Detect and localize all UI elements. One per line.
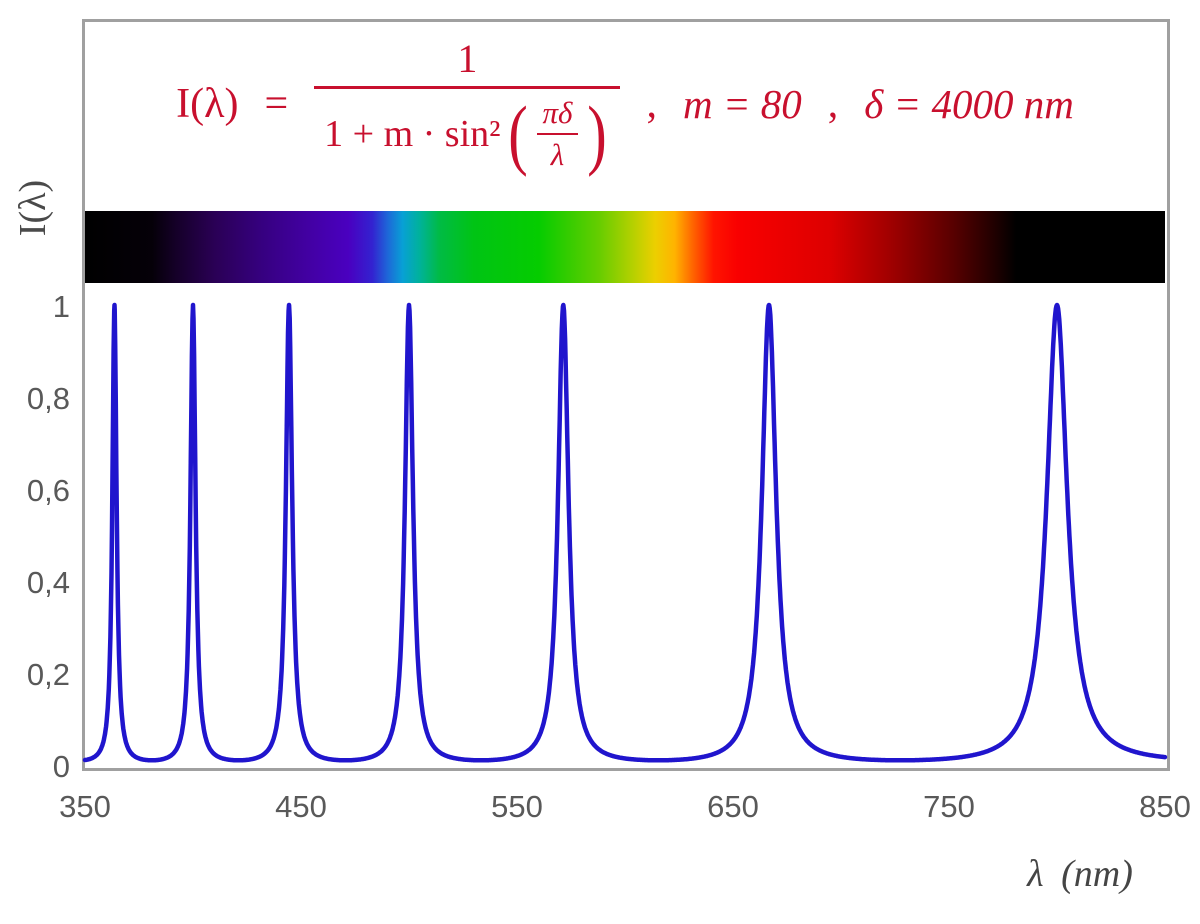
- m-parameter: m = 80: [682, 81, 802, 127]
- inner-numerator: πδ: [536, 95, 579, 135]
- formula-title: I(λ) = 1 1 + m · sin² ( πδ λ ) , m = 80 …: [95, 28, 1155, 180]
- right-paren: ): [587, 89, 608, 177]
- comma-separator: ,: [827, 81, 839, 127]
- x-tick: 650: [707, 789, 759, 824]
- x-tick: 850: [1139, 789, 1191, 824]
- fraction-numerator: 1: [457, 36, 478, 81]
- fraction-denominator: 1 + m · sin² ( πδ λ ): [314, 89, 620, 173]
- x-tick: 350: [59, 789, 111, 824]
- inner-denominator: λ: [550, 137, 565, 172]
- y-axis-label: I(λ): [12, 179, 54, 237]
- y-tick: 0: [52, 749, 70, 784]
- equals-sign: =: [264, 81, 289, 127]
- formula-lhs: I(λ): [176, 81, 239, 127]
- left-paren: (: [507, 89, 528, 177]
- comma-separator: ,: [646, 81, 657, 127]
- delta-parameter: δ = 4000 nm: [864, 81, 1074, 127]
- y-tick: 0,8: [26, 381, 70, 416]
- y-tick: 0,4: [26, 565, 70, 600]
- y-tick: 0,2: [26, 657, 70, 692]
- y-tick: 1: [52, 289, 70, 324]
- inner-fraction: πδ λ: [536, 95, 579, 173]
- x-tick: 550: [491, 789, 543, 824]
- visible-spectrum-bar: [85, 211, 1165, 283]
- y-tick: 0,6: [26, 473, 70, 508]
- x-axis-label: λ (nm): [1027, 853, 1133, 895]
- x-tick: 750: [923, 789, 975, 824]
- sin-term: 1 + m · sin²: [324, 113, 501, 155]
- fraction: 1 1 + m · sin² ( πδ λ ): [314, 35, 621, 173]
- x-tick: 450: [275, 789, 327, 824]
- fraction-bar: [314, 86, 621, 89]
- plot-frame: [82, 19, 1170, 771]
- curve-line: [82, 302, 1168, 763]
